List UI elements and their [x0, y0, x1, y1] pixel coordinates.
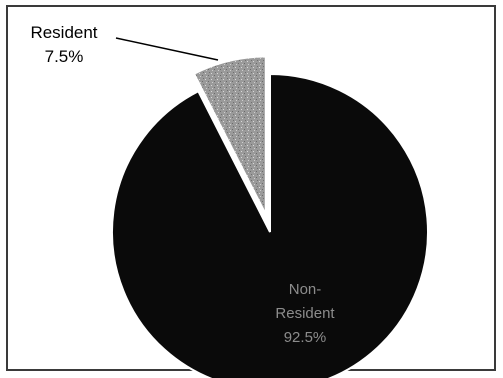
non-resident-slice-value: 92.5%: [284, 329, 327, 346]
resident-leader-line: [115, 37, 219, 61]
pie-slice-non-resident: [111, 72, 429, 378]
non-resident-slice-label: Non-Resident: [275, 281, 335, 322]
pie-slice-resident: [192, 55, 267, 215]
resident-slice-value: 7.5%: [45, 47, 84, 66]
resident-slice-label: Resident: [30, 23, 97, 42]
